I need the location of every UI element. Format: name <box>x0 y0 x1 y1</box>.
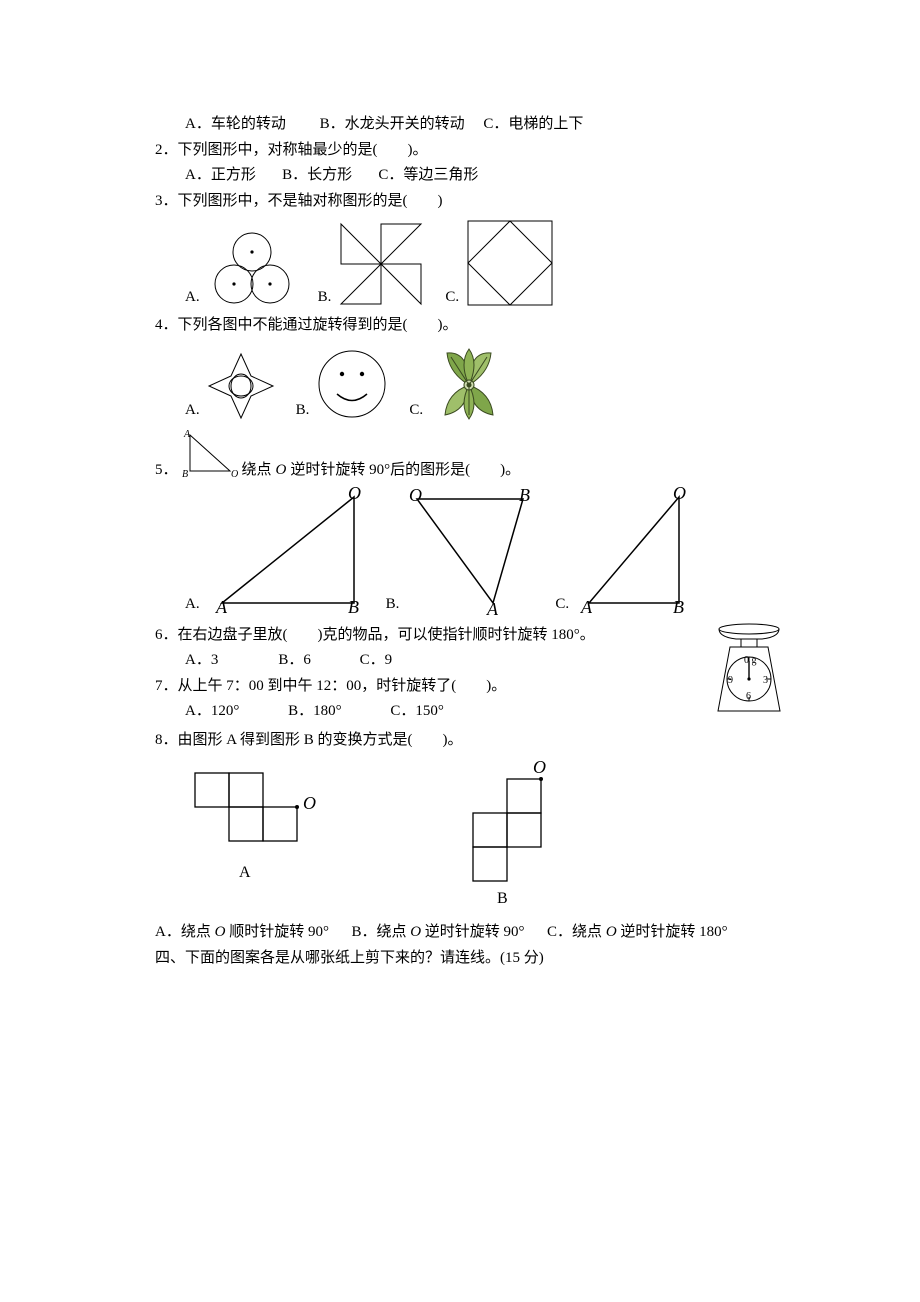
q5-stem-row: 5． A B O 绕点 O 逆时针旋转 90°后的图形是( )。 <box>155 427 790 479</box>
q8-figA-O: O <box>303 793 316 813</box>
q5-small-B: B <box>182 469 188 479</box>
svg-text:O: O <box>673 485 686 503</box>
q5-small-O: O <box>231 469 238 479</box>
q8-stem: 8．由图形 A 得到图形 B 的变换方式是( )。 <box>155 729 790 752</box>
scale-left: 9 <box>728 675 733 686</box>
q5-labelC: C. <box>555 596 569 615</box>
q3-labelA: A. <box>185 289 200 308</box>
q8-figB-O: O <box>533 759 546 777</box>
svg-text:A: A <box>580 597 593 615</box>
q6-stem: 6．在右边盘子里放( )克的物品，可以使指针顺时针旋转 180°。 <box>155 624 704 647</box>
svg-text:B: B <box>519 485 530 505</box>
q4-labelA: A. <box>185 402 200 421</box>
q6-optA: A．3 <box>185 652 218 668</box>
q8-figB-label: B <box>497 890 508 907</box>
q2-options: A．正方形 B．长方形 C．等边三角形 <box>155 164 790 187</box>
q8-options: A．绕点 O 顺时针旋转 90° B．绕点 O 逆时针旋转 90° C．绕点 O… <box>155 921 790 944</box>
q4-labelC: C. <box>409 402 423 421</box>
q6-options: A．3 B．6 C．9 <box>155 649 704 672</box>
scale-top: 0 g <box>744 655 757 666</box>
svg-text:B: B <box>673 597 684 615</box>
q5-pre: 5． <box>155 458 178 479</box>
svg-text:B: B <box>348 597 359 615</box>
q8-figA-icon: O A <box>185 759 335 895</box>
q1-optB: B．水龙头开关的转动 <box>320 116 465 132</box>
q8-figB-icon: O B <box>435 759 575 915</box>
q1-options: A．车轮的转动 B．水龙头开关的转动 C．电梯的上下 <box>155 113 790 136</box>
q4-figC-icon <box>429 343 509 421</box>
q1-optC: C．电梯的上下 <box>483 116 583 132</box>
q3-labelB: B. <box>318 289 332 308</box>
q5-figA-icon: A B O <box>206 485 366 615</box>
q5-figB-icon: O B A <box>405 485 535 615</box>
scale-right: 3 <box>763 675 768 686</box>
q4-figB-icon <box>315 347 389 421</box>
q2-optA: A．正方形 <box>185 167 256 183</box>
q7-optC: C．150° <box>390 703 444 719</box>
q3-figA-icon <box>206 230 298 308</box>
section4: 四、下面的图案各是从哪张纸上剪下来的？请连线。(15 分) <box>155 947 790 970</box>
q4-figures: A. B. C. <box>155 343 790 421</box>
q4-stem: 4．下列各图中不能通过旋转得到的是( )。 <box>155 314 790 337</box>
q2-optC: C．等边三角形 <box>378 167 478 183</box>
q7-stem: 7．从上午 7：00 到中午 12：00，时针旋转了( )。 <box>155 675 704 698</box>
q8-optB: B．绕点 O 逆时针旋转 90° <box>351 924 524 940</box>
q5-small-A: A <box>183 429 191 440</box>
q6-optC: C．9 <box>360 652 393 668</box>
q4-figA-icon <box>206 351 276 421</box>
q5-O: O <box>276 462 287 479</box>
svg-text:O: O <box>409 485 422 505</box>
q1-optA: A．车轮的转动 <box>185 116 286 132</box>
q5-figures: A. A B O B. O B A C. A B O <box>155 485 790 615</box>
q5-labelB: B. <box>386 596 400 615</box>
q7-options: A．120° B．180° C．150° <box>155 700 704 723</box>
q4-labelB: B. <box>296 402 310 421</box>
q6-optB: B．6 <box>278 652 311 668</box>
q7-optA: A．120° <box>185 703 239 719</box>
q3-figures: A. B. C. <box>155 218 790 308</box>
q2-stem: 2．下列图形中，对称轴最少的是( )。 <box>155 139 790 162</box>
q8-optC: C．绕点 O 逆时针旋转 180° <box>547 924 728 940</box>
q8-figures: O A O B <box>155 759 790 915</box>
q5-mid: 绕点 <box>242 458 272 479</box>
q2-optB: B．长方形 <box>282 167 352 183</box>
q3-figB-icon <box>337 220 425 308</box>
q5-post: 逆时针旋转 90°后的图形是( )。 <box>290 458 520 479</box>
q7-optB: B．180° <box>288 703 342 719</box>
q5-figC-icon: A B O <box>575 485 695 615</box>
scale-icon: 0 g 3 6 9 <box>708 621 790 717</box>
q5-labelA: A. <box>185 596 200 615</box>
svg-text:A: A <box>486 599 499 615</box>
svg-text:O: O <box>348 485 361 503</box>
q3-labelC: C. <box>445 289 459 308</box>
svg-text:A: A <box>215 597 228 615</box>
q5-small-triangle-icon: A B O <box>182 427 238 479</box>
q3-figC-icon <box>465 218 555 308</box>
q3-stem: 3．下列图形中，不是轴对称图形的是( ) <box>155 190 790 213</box>
q8-figA-label: A <box>239 864 251 881</box>
q8-optA: A．绕点 O 顺时针旋转 90° <box>155 924 329 940</box>
